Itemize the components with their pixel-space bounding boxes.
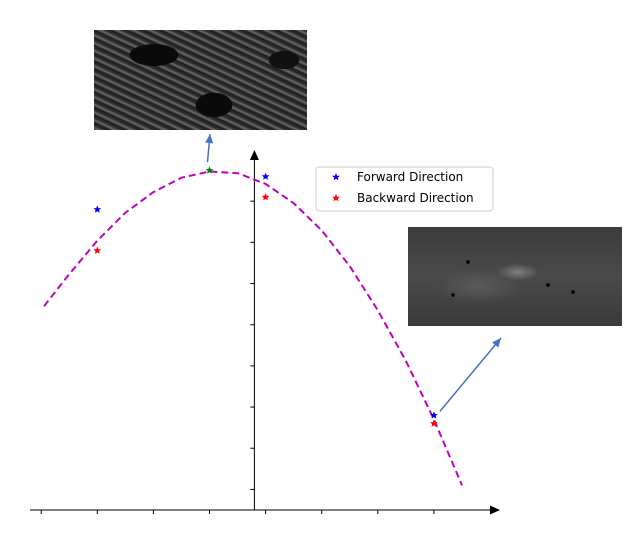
cell-microscopy-image-right <box>408 227 622 326</box>
legend-label-backward: Backward Direction <box>357 191 474 205</box>
fitted-curve <box>43 170 463 486</box>
data-point-star <box>93 205 102 213</box>
legend-box <box>315 166 494 212</box>
axes <box>30 150 500 515</box>
annotation-arrowhead <box>205 134 214 144</box>
annotation-arrowhead <box>492 338 501 348</box>
data-point-star <box>93 246 102 254</box>
legend-label-forward: Forward Direction <box>357 170 463 184</box>
data-point-star <box>261 172 270 180</box>
x-axis-arrowhead <box>490 505 500 515</box>
cell-microscopy-image-top <box>94 30 307 130</box>
y-axis-arrowhead <box>249 150 259 160</box>
data-point-star <box>261 193 270 201</box>
y-ticks <box>250 200 255 490</box>
legend: Forward Direction Backward Direction <box>315 166 494 212</box>
x-ticks <box>40 510 435 514</box>
annotation-arrow <box>439 337 502 412</box>
annotation-arrows <box>205 133 502 412</box>
